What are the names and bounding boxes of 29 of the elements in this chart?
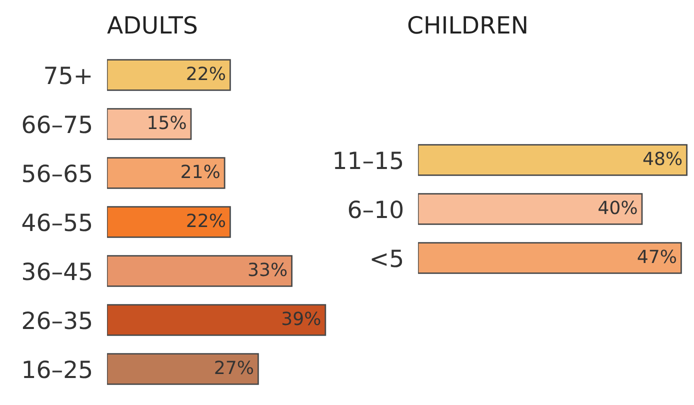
chart-title: CHILDREN (408, 16, 526, 34)
bar (107, 304, 326, 336)
bar (107, 353, 259, 385)
y-tick-label: 6–10 (348, 200, 403, 218)
data-label: 27% (215, 360, 254, 374)
bar (107, 255, 292, 287)
y-tick-label: 75+ (45, 66, 91, 84)
data-label: 22% (187, 214, 226, 228)
data-label: 39% (282, 312, 320, 326)
chart-title: ADULTS (107, 16, 197, 34)
bar (107, 108, 192, 140)
y-tick-label: 26–35 (22, 311, 92, 330)
data-label: 48% (643, 152, 682, 166)
y-tick-label: 66–75 (22, 115, 92, 134)
data-label: 22% (187, 66, 226, 80)
y-tick-label: 11–15 (334, 152, 402, 170)
data-label: 47% (638, 250, 676, 264)
data-label: 21% (182, 164, 220, 178)
y-tick-label: 46–55 (22, 213, 92, 232)
y-tick-label: <5 (372, 250, 402, 268)
data-label: 15% (148, 116, 186, 130)
bar (107, 206, 231, 238)
data-label: 33% (248, 262, 287, 276)
y-tick-label: 16–25 (24, 360, 92, 378)
y-tick-label: 36–45 (23, 262, 92, 280)
y-tick-label: 56–65 (23, 164, 92, 182)
bar (107, 157, 226, 189)
data-label: 40% (598, 200, 637, 214)
bar (107, 59, 231, 91)
